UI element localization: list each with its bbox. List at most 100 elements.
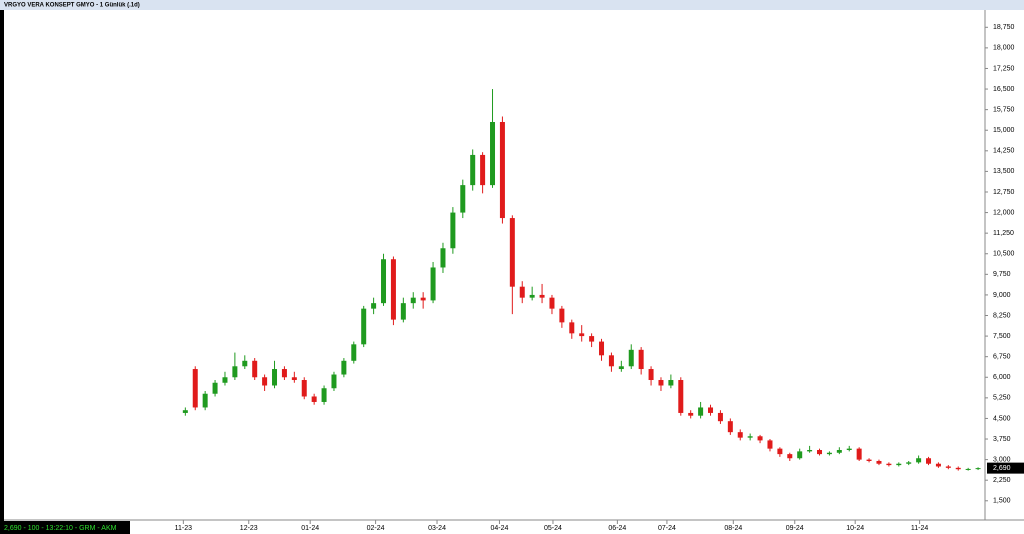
- y-tick-label: 5,250: [993, 395, 1011, 402]
- x-tick-label: 06-24: [608, 525, 626, 532]
- x-tick-label: 11-24: [911, 525, 928, 532]
- candle-body: [638, 349, 644, 370]
- y-tick-label: 18,000: [993, 45, 1015, 52]
- candle-body: [817, 450, 823, 455]
- candle-body: [688, 412, 694, 416]
- candle-body: [826, 452, 832, 455]
- candle-body: [420, 297, 426, 301]
- y-tick-label: 18,750: [993, 24, 1015, 31]
- title-bar: [0, 0, 1024, 10]
- candle-body: [440, 248, 446, 268]
- y-tick-label: 6,000: [993, 374, 1011, 381]
- candle-body: [262, 377, 268, 386]
- x-tick-label: 07-24: [658, 525, 676, 532]
- y-tick-label: 7,500: [993, 333, 1011, 340]
- candle-body: [866, 459, 872, 461]
- y-tick-label: 1,500: [993, 498, 1011, 505]
- candle-body: [182, 410, 188, 413]
- candle-body: [727, 421, 733, 433]
- y-tick-label: 8,250: [993, 312, 1011, 319]
- last-price-box: [987, 462, 1024, 474]
- candle-body: [430, 267, 436, 301]
- candle-body: [490, 121, 496, 186]
- candle-body: [272, 369, 278, 386]
- candle-body: [519, 286, 525, 298]
- candle-body: [836, 450, 842, 453]
- y-tick-label: 15,750: [993, 106, 1015, 113]
- candle-body: [291, 377, 297, 381]
- x-tick-label: 04-24: [491, 525, 509, 532]
- candle-body: [807, 450, 813, 452]
- candle-body: [470, 154, 476, 186]
- candle-body: [579, 333, 585, 337]
- candle-body: [252, 360, 258, 378]
- candle-body: [222, 377, 228, 383]
- last-price-label: 2,690: [993, 465, 1011, 472]
- y-tick-label: 14,250: [993, 148, 1015, 155]
- candle-body: [301, 380, 307, 397]
- y-tick-label: 9,000: [993, 292, 1011, 299]
- candle-body: [311, 396, 317, 402]
- y-tick-label: 12,000: [993, 209, 1015, 216]
- candle-body: [618, 366, 624, 370]
- candle-body: [975, 468, 981, 470]
- candle-body: [896, 463, 902, 466]
- y-tick-label: 17,250: [993, 65, 1015, 72]
- x-tick-label: 03-24: [428, 525, 446, 532]
- candle-body: [509, 218, 515, 287]
- x-tick-label: 10-24: [846, 525, 864, 532]
- candle-body: [410, 297, 416, 304]
- candle-body: [886, 463, 892, 466]
- candle-body: [787, 454, 793, 459]
- candle-body: [747, 436, 753, 438]
- candle-body: [767, 440, 773, 449]
- candle-body: [341, 360, 347, 375]
- candle-body: [628, 349, 634, 367]
- candle-body: [708, 407, 714, 413]
- y-tick-label: 10,500: [993, 251, 1015, 258]
- candle-body: [856, 448, 862, 460]
- candle-body: [381, 259, 387, 304]
- candle-body: [678, 380, 684, 413]
- candle-body: [460, 185, 466, 213]
- x-tick-label: 11-23: [175, 525, 192, 532]
- x-tick-label: 09-24: [786, 525, 804, 532]
- candle-body: [371, 303, 377, 309]
- candle-body: [192, 369, 198, 408]
- candle-body: [906, 462, 912, 464]
- candle-body: [589, 336, 595, 342]
- candle-body: [876, 460, 882, 464]
- candle-body: [846, 448, 852, 451]
- candle-body: [499, 121, 505, 219]
- y-tick-label: 11,250: [993, 230, 1014, 237]
- left-strip: [0, 10, 4, 534]
- candle-body: [361, 308, 367, 345]
- y-tick-label: 9,750: [993, 271, 1011, 278]
- candle-body: [539, 294, 545, 298]
- candle-body: [777, 448, 783, 455]
- candle-body: [212, 382, 218, 394]
- x-tick-label: 05-24: [544, 525, 562, 532]
- status-text: 2,690 - 100 - 13:22:10 - GRM - AKM: [4, 525, 117, 532]
- candle-body: [599, 341, 605, 356]
- candle-body: [737, 432, 743, 438]
- candle-body: [757, 436, 763, 441]
- y-tick-label: 2,250: [993, 477, 1011, 484]
- candle-body: [351, 344, 357, 361]
- candle-body: [955, 467, 961, 470]
- x-tick-label: 01-24: [301, 525, 319, 532]
- x-tick-label: 08-24: [724, 525, 742, 532]
- candle-body: [717, 412, 723, 422]
- y-tick-label: 15,000: [993, 127, 1015, 134]
- candle-body: [698, 407, 704, 416]
- candle-body: [559, 308, 565, 323]
- candle-body: [390, 259, 396, 320]
- candle-body: [797, 451, 803, 459]
- candle-body: [608, 355, 614, 367]
- candle-body: [549, 297, 555, 309]
- candle-body: [331, 374, 337, 389]
- y-tick-label: 13,500: [993, 168, 1015, 175]
- candle-body: [529, 294, 535, 298]
- y-tick-label: 3,000: [993, 456, 1011, 463]
- candle-body: [569, 322, 575, 334]
